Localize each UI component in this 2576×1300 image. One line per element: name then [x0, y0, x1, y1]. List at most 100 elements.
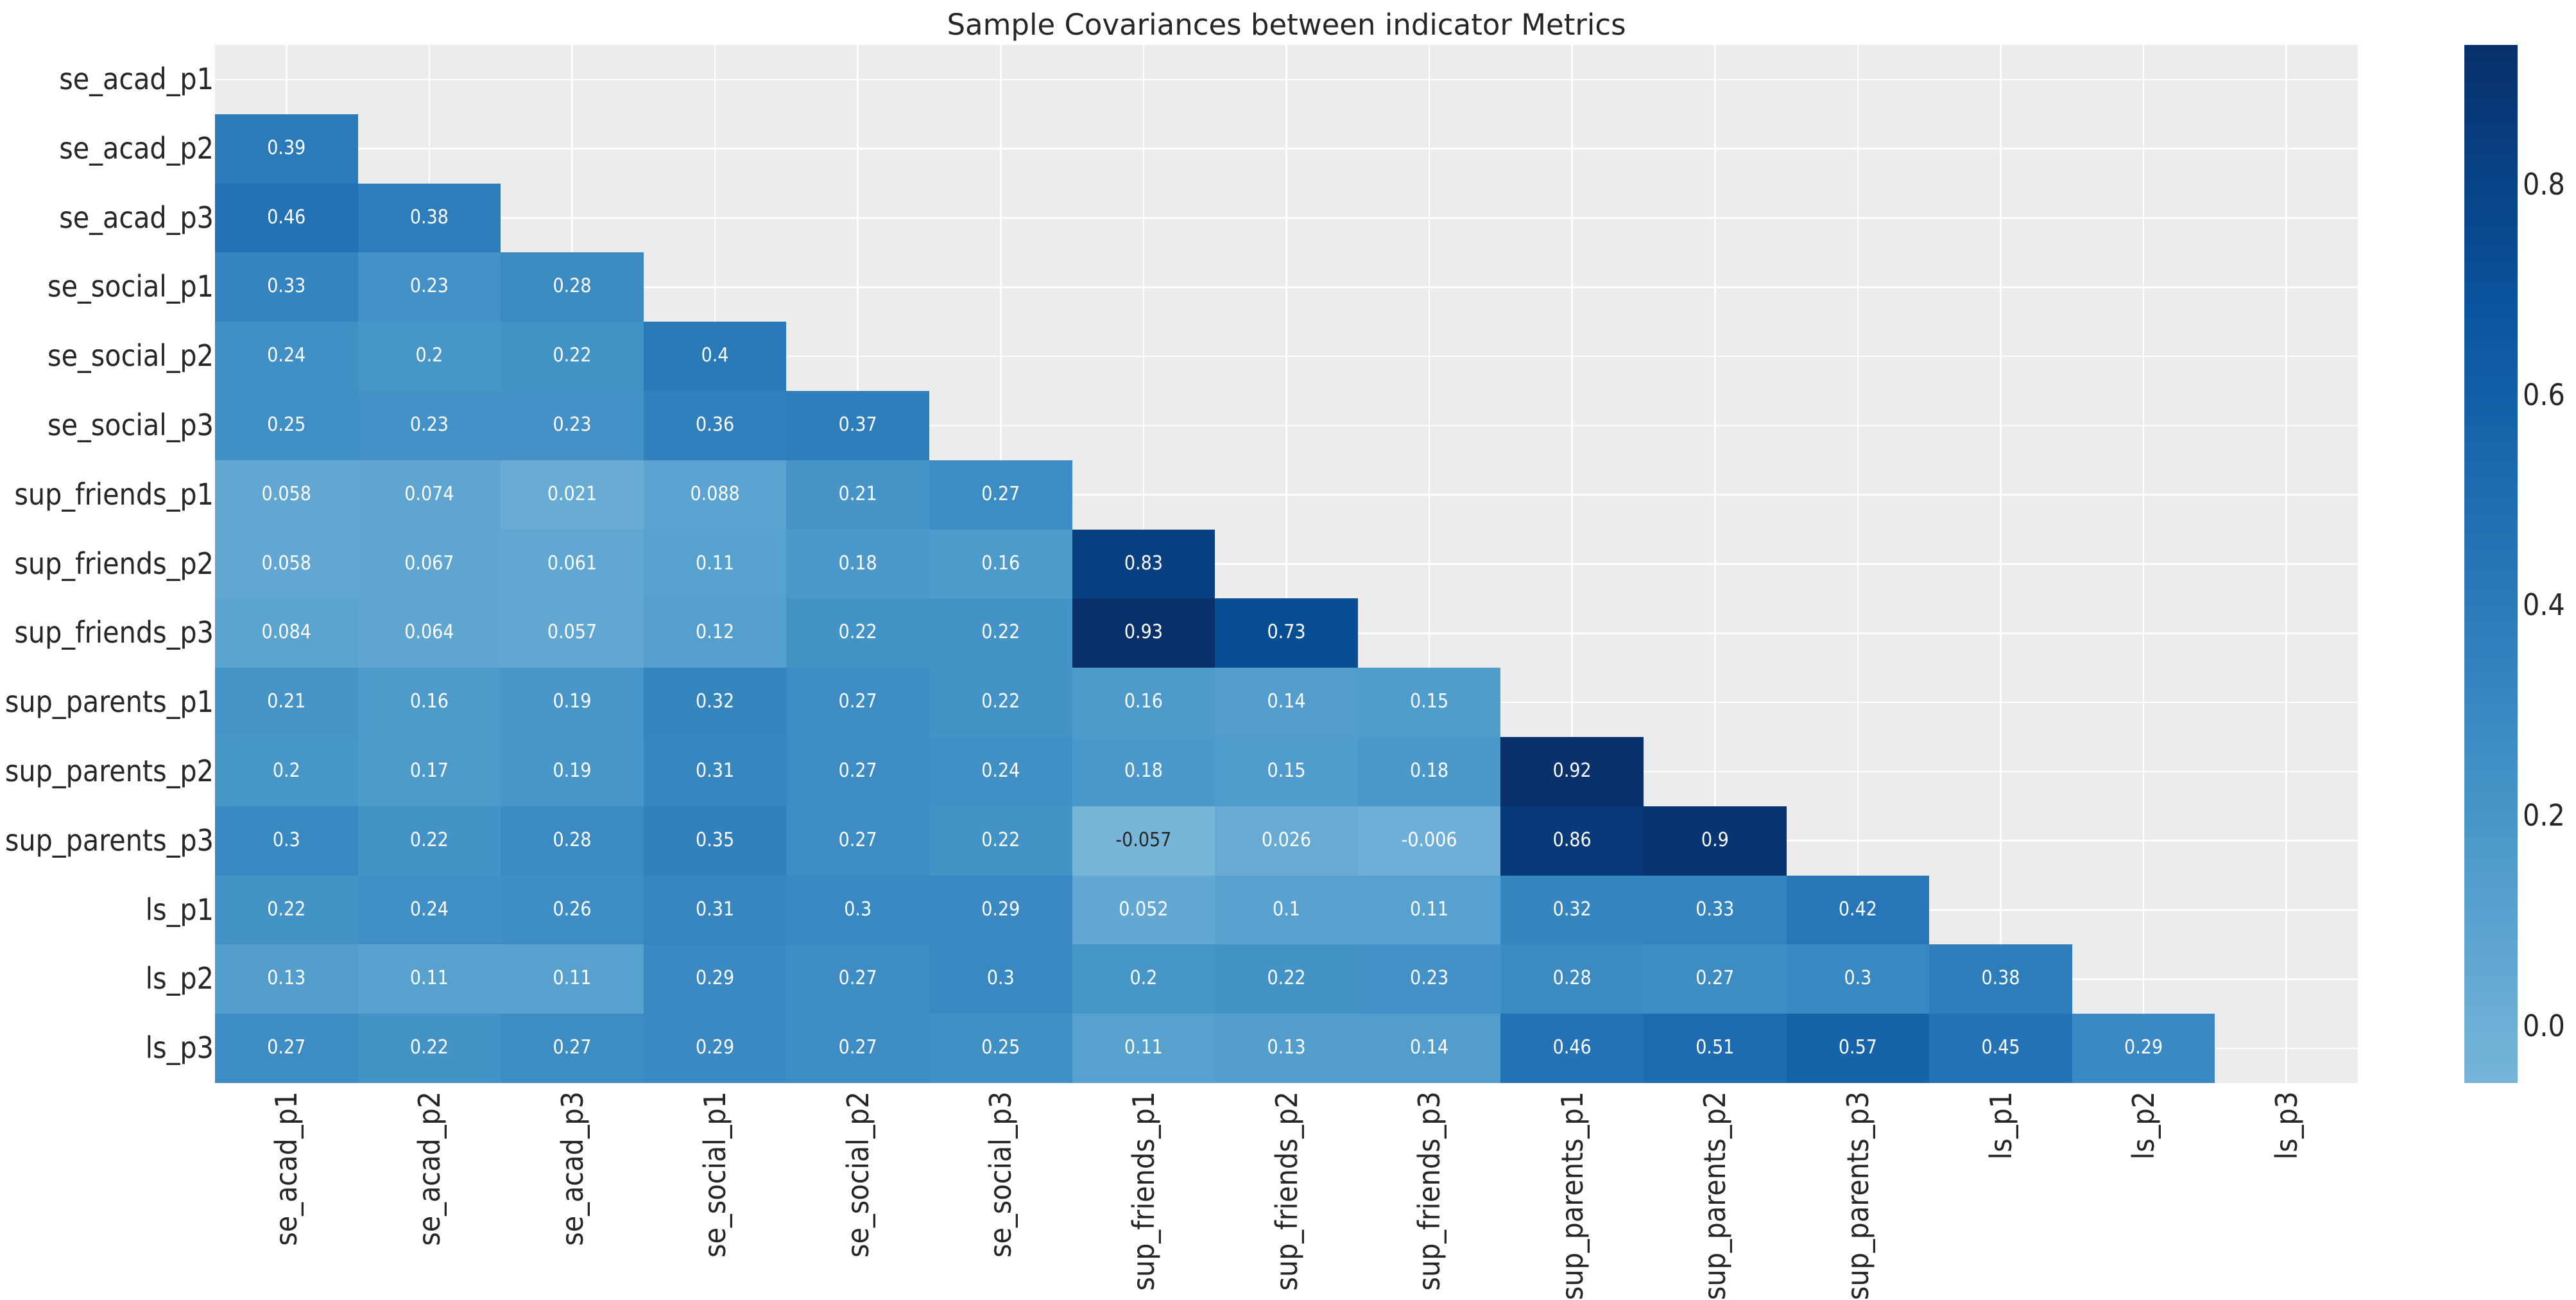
- heatmap-cell: [501, 806, 644, 876]
- cell-annotation: 0.088: [690, 482, 740, 505]
- cell-annotation: 0.46: [1552, 1036, 1592, 1059]
- cell-annotation: 0.1: [1273, 897, 1300, 921]
- heatmap-cell: [786, 1014, 929, 1083]
- heatmap-cell: [1215, 944, 1358, 1014]
- heatmap-cell: [786, 876, 929, 944]
- heatmap-cell: [644, 668, 786, 737]
- cell-annotation: 0.31: [696, 759, 735, 782]
- cell-annotation: 0.058: [261, 551, 311, 575]
- heatmap-cell: [501, 530, 644, 598]
- y-tick-label: se_acad_p2: [59, 130, 214, 166]
- cell-annotation: 0.23: [553, 413, 592, 436]
- heatmap-cell: [358, 737, 501, 806]
- heatmap-cell: [215, 114, 358, 184]
- vertical-gridline: [1285, 45, 1287, 1083]
- heatmap-cell: [786, 737, 929, 806]
- cell-annotation: 0.33: [267, 275, 306, 298]
- heatmap-cell: [1929, 944, 2072, 1014]
- colorbar-tick-label: 0.6: [2523, 377, 2565, 412]
- heatmap-cell: [1215, 1014, 1358, 1083]
- heatmap-cell: [1072, 1014, 1215, 1083]
- cell-annotation: 0.026: [1261, 828, 1312, 851]
- cell-annotation: 0.058: [261, 482, 311, 505]
- cell-annotation: 0.11: [553, 967, 592, 990]
- cell-annotation: 0.31: [696, 897, 735, 921]
- cell-annotation: 0.42: [1838, 897, 1877, 921]
- cell-annotation: 0.93: [1124, 621, 1163, 644]
- x-tick-label: se_acad_p2: [411, 1091, 447, 1246]
- heatmap-cell: [1072, 668, 1215, 737]
- cell-annotation: 0.25: [981, 1036, 1020, 1059]
- y-tick-label: ls_p2: [145, 961, 214, 996]
- cell-annotation: 0.3: [1844, 967, 1872, 990]
- heatmap-cell: [929, 1014, 1072, 1083]
- cell-annotation: 0.074: [404, 482, 454, 505]
- cell-annotation: 0.92: [1552, 759, 1592, 782]
- cell-annotation: 0.057: [547, 621, 597, 644]
- heatmap-cell: [644, 737, 786, 806]
- heatmap-cell: [1358, 1014, 1500, 1083]
- heatmap-cell: [786, 944, 929, 1014]
- heatmap-cell: [644, 391, 786, 460]
- cell-annotation: 0.11: [409, 967, 449, 990]
- heatmap-cell: [786, 530, 929, 598]
- heatmap-cell: [786, 460, 929, 530]
- colorbar: [2464, 45, 2518, 1083]
- vertical-gridline: [2142, 45, 2145, 1083]
- vertical-gridline: [1857, 45, 1859, 1083]
- heatmap-cell: [1500, 806, 1644, 876]
- heatmap-cell: [358, 944, 501, 1014]
- cell-annotation: 0.83: [1124, 551, 1163, 575]
- cell-annotation: 0.28: [1552, 967, 1592, 990]
- y-tick-label: sup_parents_p1: [4, 684, 214, 720]
- y-tick-label: ls_p3: [145, 1030, 214, 1066]
- heatmap-cell: [1358, 876, 1500, 944]
- x-tick-label: sup_parents_p2: [1697, 1091, 1733, 1300]
- heatmap-cell: [929, 598, 1072, 668]
- cell-annotation: 0.22: [981, 690, 1020, 713]
- heatmap-cell: [786, 598, 929, 668]
- heatmap-cell: [1500, 876, 1644, 944]
- heatmap-cell: [644, 460, 786, 530]
- x-tick-label: ls_p2: [2126, 1091, 2161, 1160]
- cell-annotation: 0.27: [981, 482, 1020, 505]
- x-tick-label: sup_friends_p2: [1269, 1091, 1304, 1291]
- cell-annotation: 0.86: [1552, 828, 1592, 851]
- heatmap-cell: [501, 252, 644, 322]
- colorbar-tick-label: 0.4: [2523, 587, 2565, 623]
- x-tick-label: se_social_p1: [698, 1091, 733, 1258]
- cell-annotation: 0.22: [838, 621, 877, 644]
- cell-annotation: 0.22: [981, 828, 1020, 851]
- heatmap-cell: [358, 668, 501, 737]
- heatmap-cell: [1215, 668, 1358, 737]
- cell-annotation: 0.13: [267, 967, 306, 990]
- cell-annotation: 0.18: [838, 551, 877, 575]
- cell-annotation: 0.28: [553, 275, 592, 298]
- cell-annotation: 0.19: [553, 759, 592, 782]
- cell-annotation: 0.28: [553, 828, 592, 851]
- cell-annotation: 0.51: [1696, 1036, 1735, 1059]
- heatmap-cell: [786, 391, 929, 460]
- cell-annotation: 0.23: [409, 413, 449, 436]
- x-tick-label: se_social_p2: [840, 1091, 875, 1258]
- cell-annotation: 0.18: [1410, 759, 1449, 782]
- heatmap-cell: [215, 391, 358, 460]
- cell-annotation: 0.38: [409, 205, 449, 229]
- cell-annotation: 0.29: [696, 1036, 735, 1059]
- x-tick-label: se_social_p3: [983, 1091, 1018, 1258]
- x-tick-label: ls_p3: [2269, 1091, 2304, 1160]
- cell-annotation: 0.9: [1701, 828, 1729, 851]
- heatmap-cell: [1072, 806, 1215, 876]
- cell-annotation: 0.29: [2124, 1036, 2163, 1059]
- cell-annotation: 0.3: [272, 828, 300, 851]
- cell-annotation: 0.27: [267, 1036, 306, 1059]
- heatmap-cell: [929, 806, 1072, 876]
- heatmap-cell: [1215, 598, 1358, 668]
- heatmap-cell: [644, 530, 786, 598]
- cell-annotation: 0.38: [1981, 967, 2020, 990]
- cell-annotation: 0.18: [1124, 759, 1163, 782]
- heatmap-cell: [215, 598, 358, 668]
- cell-annotation: 0.2: [415, 344, 443, 367]
- heatmap-cell: [358, 252, 501, 322]
